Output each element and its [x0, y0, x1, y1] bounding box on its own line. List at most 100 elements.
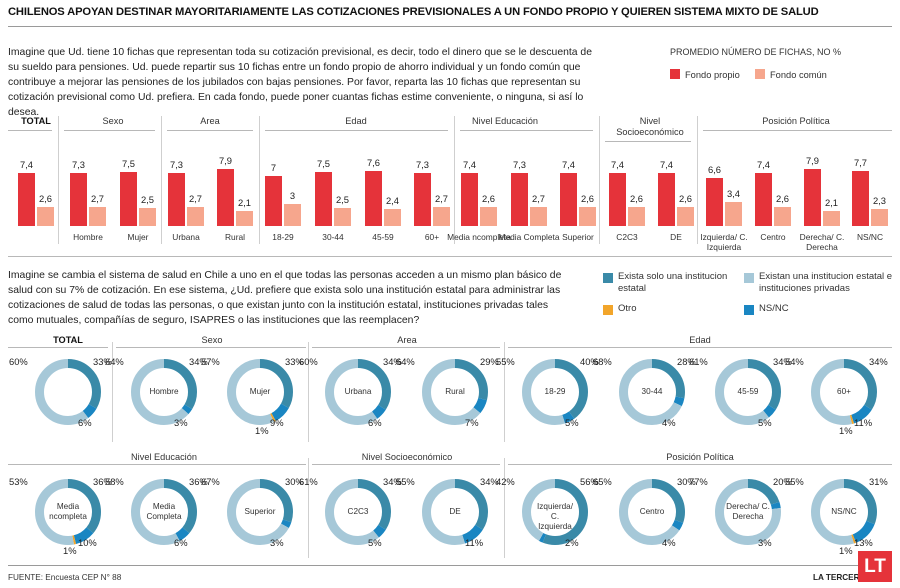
donut-chart: [715, 359, 781, 425]
bar-fondo-comun: [725, 201, 742, 226]
donut-label-estatal: 34%: [480, 476, 499, 487]
group-header: Area: [200, 116, 220, 126]
donut-center-label: Centro: [639, 507, 665, 516]
donut-label-estatal: 34%: [383, 356, 402, 367]
donut-label-mixto: 67%: [201, 476, 220, 487]
bar-category-label: DE: [670, 232, 682, 242]
legend-estatal: Exista solo una institucion estatal: [603, 271, 728, 295]
bar-fondo-comun: [774, 207, 791, 226]
donut-label-estatal: 29%: [480, 356, 499, 367]
bar-category-label: C2C3: [616, 232, 638, 242]
donut-group-header: Nivel Educación: [131, 452, 197, 462]
bar-value-label: 7,4: [462, 158, 477, 170]
bar-fondo-comun: [37, 207, 54, 226]
donut-label-mixto: 55%: [496, 356, 515, 367]
group-underline: [460, 130, 593, 131]
donut-group-underline: [508, 347, 892, 348]
donut-label-estatal: 56%: [580, 476, 599, 487]
bar-value-label: 2,1: [824, 196, 839, 208]
donut-segment: [227, 359, 293, 425]
donut-segment: [325, 359, 391, 425]
donut-label-nsnc: 9%: [270, 417, 284, 428]
donut-segment: [227, 479, 293, 545]
donut-chart: [522, 359, 588, 425]
bar-category-label: 60+: [424, 232, 440, 242]
bar-value-label: 2,7: [188, 192, 203, 204]
bar-value-label: 7,3: [71, 159, 86, 171]
bar-fondo-comun: [433, 206, 450, 226]
donut-center-label: Izquierda/ C. Izquierda: [537, 502, 573, 531]
donut-label-nsnc: 6%: [78, 417, 92, 428]
donut-segment: [422, 479, 488, 545]
bar-value-label: 2,3: [872, 195, 887, 207]
donut-group-header: Sexo: [201, 335, 223, 345]
bar-fondo-propio: [706, 178, 723, 226]
donut-label-estatal: 34%: [869, 356, 888, 367]
donut-label-mixto: 55%: [785, 476, 804, 487]
legend-label: Fondo propio: [685, 70, 740, 80]
donut-group-separator: [504, 342, 505, 442]
donut-center-label: Superior: [244, 507, 276, 516]
donut-label-mixto: 54%: [785, 356, 804, 367]
donut-center-label: Hombre: [149, 387, 179, 396]
donut-label-nsnc: 7%: [465, 417, 479, 428]
donut-group-separator: [308, 458, 309, 558]
donut-label-mixto: 53%: [9, 476, 28, 487]
brand-name: LA TERCERA: [813, 573, 866, 582]
donut-chart: [422, 359, 488, 425]
bar-value-label: 7,4: [561, 158, 576, 170]
bar-value-label: 7,3: [512, 159, 527, 171]
donut-label-mixto: 77%: [689, 476, 708, 487]
bar-category-label: Superior: [562, 232, 594, 242]
donut-chart: [811, 359, 877, 425]
donut-label-otro: 1%: [63, 545, 77, 556]
bar-fondo-propio: [414, 173, 431, 226]
donut-label-nsnc: 3%: [174, 417, 188, 428]
bar-fondo-propio: [217, 169, 234, 226]
bar-value-label: 7,4: [610, 158, 625, 170]
donut-chart: [522, 479, 588, 545]
bar-fondo-comun: [530, 206, 547, 226]
bar-value-label: 7,4: [19, 158, 34, 170]
bar-fondo-comun: [871, 209, 888, 226]
bar-value-label: 2,4: [385, 194, 400, 206]
donut-label-nsnc: 5%: [368, 537, 382, 548]
bar-value-label: 3: [289, 190, 296, 202]
bar-fondo-propio: [265, 175, 282, 226]
bar-fondo-propio: [804, 169, 821, 226]
bar-value-label: 7,3: [415, 159, 430, 171]
bar-value-label: 2,6: [38, 193, 53, 205]
bar-fondo-propio: [365, 171, 382, 226]
legend-swatch: [670, 69, 680, 79]
donut-segment: [619, 479, 685, 545]
donut-label-otro: 1%: [255, 425, 269, 436]
donut-segment: [522, 479, 588, 545]
bar-section-rule: [8, 256, 892, 257]
bar-value-label: 6,6: [707, 164, 722, 176]
donut-segment: [131, 359, 197, 425]
donut-group-underline: [116, 347, 306, 348]
donut-group-header: Nivel Socioeconómico: [361, 452, 453, 462]
donut-segment: [422, 359, 488, 425]
donut-label-estatal: 31%: [869, 476, 888, 487]
bar-fondo-propio: [168, 173, 185, 226]
donut-segment: [325, 479, 391, 545]
group-underline: [703, 130, 892, 131]
donut-group-underline: [8, 464, 306, 465]
bar-value-label: 7,5: [316, 158, 331, 169]
donut-center-label: Media ncompleta: [49, 502, 87, 521]
donut-chart: [131, 479, 197, 545]
bar-fondo-propio: [511, 173, 528, 226]
donut-group-header: TOTAL: [53, 335, 83, 345]
donut-label-estatal: 34%: [383, 476, 402, 487]
bar-category-label: Izquierda/ C. Izquierda: [700, 232, 748, 252]
donut-segment: [522, 359, 588, 425]
legend-swatch: [603, 305, 613, 315]
donut-group-underline: [312, 347, 500, 348]
donut-center-label: C2C3: [347, 507, 369, 516]
bar-value-label: 7,9: [805, 155, 820, 167]
bar-value-label: 2,7: [531, 192, 546, 204]
donut-label-mixto: 58%: [105, 476, 124, 487]
group-header: Sexo: [102, 116, 124, 126]
donut-label-estatal: 30%: [285, 476, 304, 487]
